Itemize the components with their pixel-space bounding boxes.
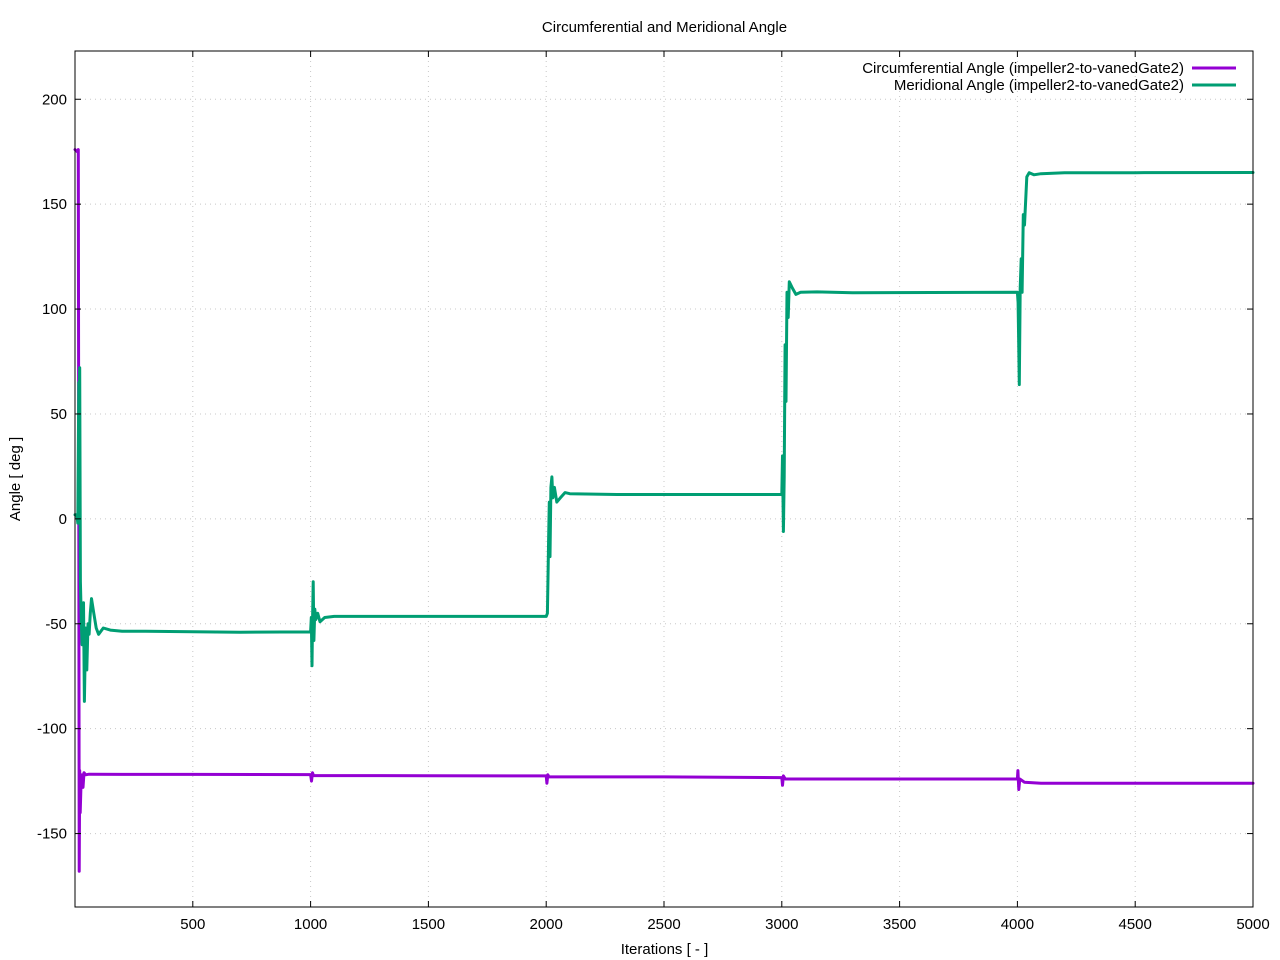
plot-frame bbox=[74, 50, 1254, 908]
x-axis-label: Iterations [ - ] bbox=[621, 941, 709, 958]
x-tick-label: 3500 bbox=[883, 916, 916, 933]
grid-lines bbox=[75, 51, 1253, 907]
series-line-meridional bbox=[73, 171, 1255, 703]
y-tick-label: 0 bbox=[59, 511, 67, 528]
legend-label-meridional: Meridional Angle (impeller2-to-vanedGate… bbox=[894, 77, 1184, 94]
plot-area bbox=[73, 148, 1255, 873]
y-axis-label: Angle [ deg ] bbox=[7, 437, 24, 521]
y-tick-label: -150 bbox=[37, 826, 67, 843]
legend: Circumferential Angle (impeller2-to-vane… bbox=[862, 60, 1236, 94]
x-tick-label: 500 bbox=[180, 916, 205, 933]
y-tick-label: -50 bbox=[45, 616, 67, 633]
chart-title: Circumferential and Meridional Angle bbox=[542, 19, 787, 36]
x-tick-label: 4500 bbox=[1119, 916, 1152, 933]
axis-ticks: 500 1000 1500 2000 2500 3000 3500 4000 4500 5000-… bbox=[37, 51, 1270, 933]
x-tick-label: 4000 bbox=[1001, 916, 1034, 933]
y-tick-label: 50 bbox=[50, 406, 67, 423]
x-tick-label: 1500 bbox=[412, 916, 445, 933]
y-tick-label: -100 bbox=[37, 721, 67, 738]
y-tick-label: 150 bbox=[42, 196, 67, 213]
x-tick-label: 2500 bbox=[647, 916, 680, 933]
x-tick-label: 5000 bbox=[1236, 916, 1269, 933]
y-tick-label: 200 bbox=[42, 91, 67, 108]
legend-label-circumferential: Circumferential Angle (impeller2-to-vane… bbox=[862, 60, 1184, 77]
x-tick-label: 1000 bbox=[294, 916, 327, 933]
y-tick-label: 100 bbox=[42, 301, 67, 318]
series-line-circumferential bbox=[73, 148, 1255, 873]
x-tick-label: 3000 bbox=[765, 916, 798, 933]
x-tick-label: 2000 bbox=[530, 916, 563, 933]
